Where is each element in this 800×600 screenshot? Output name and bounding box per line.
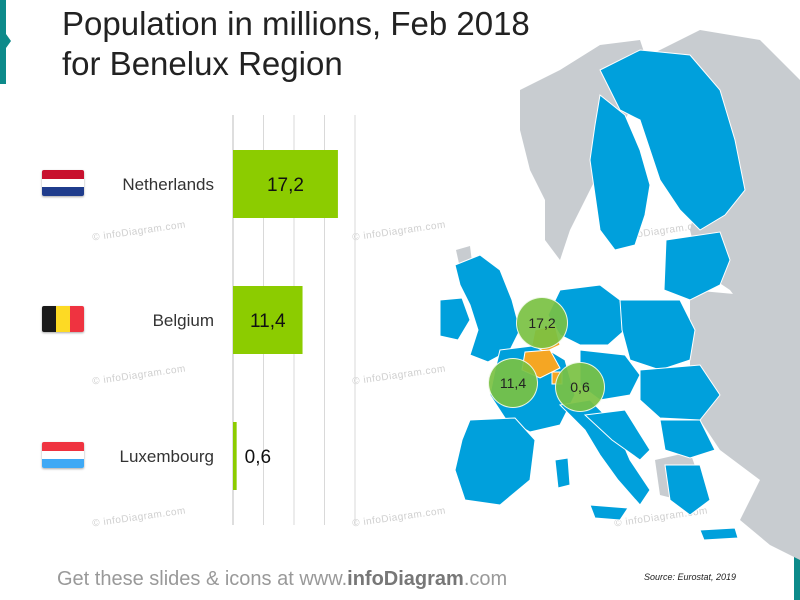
footer-prefix: Get these slides & icons at www. bbox=[57, 568, 348, 590]
chart-title: Population in millions, Feb 2018 for Ben… bbox=[62, 4, 530, 84]
flag-stripe bbox=[42, 459, 84, 468]
map-bubble-netherlands: 17,2 bbox=[516, 297, 568, 349]
title-line-2: for Benelux Region bbox=[62, 45, 343, 82]
map-bubble-luxembourg: 0,6 bbox=[555, 362, 605, 412]
flag-stripe bbox=[42, 442, 84, 451]
netherlands-flag-icon bbox=[42, 170, 84, 196]
footer-suffix: .com bbox=[463, 568, 508, 590]
category-label: Netherlands bbox=[122, 175, 214, 194]
accent-bar-right bbox=[794, 556, 800, 600]
bar-netherlands bbox=[233, 150, 338, 218]
source-note: Source: Eurostat, 2019 bbox=[644, 572, 737, 582]
map-bubble-belgium: 11,4 bbox=[488, 358, 538, 408]
flag-stripe bbox=[42, 450, 84, 460]
flag-stripe bbox=[42, 170, 84, 179]
category-label: Belgium bbox=[153, 311, 214, 330]
footer-promo: Get these slides & icons at www.infoDiag… bbox=[57, 568, 507, 591]
eu-land bbox=[439, 49, 746, 541]
title-line-1: Population in millions, Feb 2018 bbox=[62, 5, 530, 42]
flag-stripe bbox=[70, 306, 84, 332]
bar-luxembourg bbox=[233, 422, 237, 490]
belgium-flag-icon bbox=[42, 306, 84, 332]
bar-belgium bbox=[233, 286, 303, 354]
value-label: 11,4 bbox=[250, 311, 286, 332]
value-label: 0,6 bbox=[245, 447, 271, 468]
accent-notch bbox=[6, 34, 11, 48]
flag-stripe bbox=[42, 306, 56, 332]
luxembourg-flag-icon bbox=[42, 442, 84, 468]
footer-brand: infoDiagram bbox=[347, 568, 464, 590]
value-label: 17,2 bbox=[267, 175, 304, 196]
category-label: Luxembourg bbox=[119, 447, 214, 466]
flag-stripe bbox=[42, 178, 84, 188]
flag-stripe bbox=[56, 306, 70, 332]
flag-stripe bbox=[42, 187, 84, 196]
accent-bar-left bbox=[0, 0, 6, 84]
